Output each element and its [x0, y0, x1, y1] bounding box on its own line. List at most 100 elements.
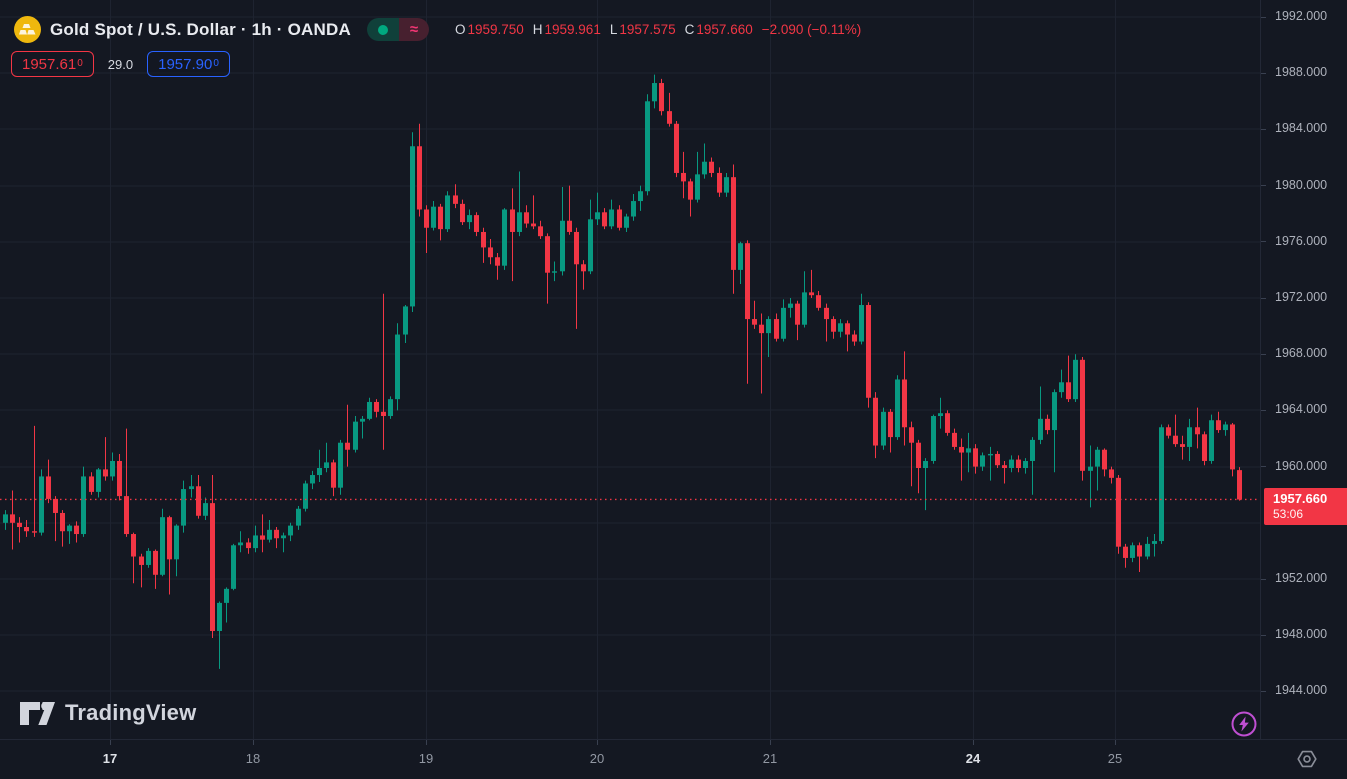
- candlestick-chart[interactable]: [0, 0, 1260, 739]
- candle-body: [702, 161, 707, 175]
- candle-body: [945, 413, 950, 433]
- candle-body: [210, 503, 215, 631]
- candle-body: [274, 529, 279, 539]
- candle-body: [1102, 449, 1107, 470]
- candle-body: [24, 527, 29, 532]
- candle-body: [174, 525, 179, 560]
- time-axis-label: 24: [965, 751, 981, 766]
- candle-body: [89, 476, 94, 492]
- candle-body: [1202, 434, 1207, 461]
- tradingview-logo-text: TradingView: [65, 700, 197, 725]
- candle-body: [695, 174, 700, 200]
- high-value: 1959.961: [544, 22, 601, 37]
- candle-body: [1130, 545, 1135, 558]
- candle-body: [317, 468, 322, 476]
- candle-body: [1088, 466, 1093, 471]
- candle-body: [367, 401, 372, 419]
- candle-body: [781, 307, 786, 339]
- candle-body: [545, 236, 550, 273]
- candle-body: [474, 215, 479, 232]
- price-axis-tick: [1261, 298, 1266, 299]
- candle-body: [260, 535, 265, 540]
- gold-symbol-icon[interactable]: [14, 16, 41, 43]
- candle-body: [1080, 359, 1085, 471]
- candle-body: [96, 469, 101, 492]
- close-value: 1957.660: [696, 22, 753, 37]
- candle-body: [481, 231, 486, 248]
- candle-body: [153, 550, 158, 575]
- market-open-indicator[interactable]: [366, 18, 399, 41]
- candle-body: [766, 319, 771, 334]
- candle-body: [1180, 444, 1185, 447]
- candle-body: [1166, 427, 1171, 436]
- delayed-data-indicator[interactable]: ≈: [398, 18, 429, 41]
- price-axis-tick: [1261, 241, 1266, 242]
- candle-body: [838, 323, 843, 332]
- candle-body: [938, 413, 943, 417]
- candle-body: [560, 220, 565, 272]
- candle-body: [609, 209, 614, 227]
- price-axis-tick: [1261, 73, 1266, 74]
- price-axis-tick: [1261, 185, 1266, 186]
- time-axis-tick: [253, 740, 254, 745]
- candle-body: [67, 525, 72, 532]
- candle-body: [852, 334, 857, 342]
- symbol-title[interactable]: Gold Spot / U.S. Dollar · 1h · OANDA: [50, 19, 351, 39]
- candle-body: [1209, 420, 1214, 461]
- candle-body: [74, 525, 79, 535]
- candle-body: [674, 123, 679, 173]
- candle-body: [809, 292, 814, 296]
- candle-body: [888, 411, 893, 438]
- candle-body: [46, 476, 51, 499]
- chart-pane[interactable]: Gold Spot / U.S. Dollar · 1h · OANDA ≈ O…: [0, 0, 1260, 739]
- time-axis-tick: [973, 740, 974, 745]
- candle-body: [445, 195, 450, 230]
- candle-body: [831, 319, 836, 332]
- quote-row: 1957.61 0 29.0 1957.90 0: [11, 51, 230, 77]
- buy-button[interactable]: 1957.90 0: [147, 51, 230, 77]
- scales-settings-button[interactable]: [1296, 748, 1318, 770]
- candle-body: [1095, 449, 1100, 467]
- candle-body: [495, 257, 500, 266]
- candle-body: [752, 319, 757, 325]
- bid-price-fraction: 0: [77, 57, 83, 69]
- candle-body: [1009, 459, 1014, 469]
- candle-body: [224, 588, 229, 603]
- candle-body: [288, 525, 293, 536]
- candle-body: [488, 247, 493, 258]
- candle-body: [717, 172, 722, 193]
- candle-body: [39, 476, 44, 533]
- candle-body: [510, 209, 515, 232]
- instant-order-button[interactable]: [1230, 710, 1258, 738]
- candle-body: [595, 212, 600, 220]
- candle-body: [881, 411, 886, 446]
- candle-body: [895, 379, 900, 438]
- time-axis-tick: [597, 740, 598, 745]
- tradingview-logo[interactable]: TradingView: [19, 699, 196, 727]
- candle-body: [203, 503, 208, 516]
- candle-body: [167, 517, 172, 560]
- candle-body: [709, 161, 714, 173]
- candle-body: [1059, 382, 1064, 393]
- candle-body: [909, 427, 914, 443]
- candle-body: [602, 212, 607, 227]
- candle-body: [117, 460, 122, 497]
- close-label: C: [684, 22, 695, 37]
- candle-body: [438, 206, 443, 230]
- time-axis[interactable]: 17 18 19 20 21 24 25: [0, 739, 1347, 779]
- low-value: 1957.575: [619, 22, 676, 37]
- candle-body: [1237, 470, 1242, 500]
- price-axis-label: 1968.000: [1275, 346, 1328, 361]
- candle-body: [1216, 420, 1221, 431]
- candle-body: [966, 448, 971, 453]
- candle-body: [624, 216, 629, 228]
- candle-body: [1109, 469, 1114, 478]
- candle-body: [552, 271, 557, 273]
- candle-body: [231, 545, 236, 589]
- sell-button[interactable]: 1957.61 0: [11, 51, 94, 77]
- candle-body: [738, 243, 743, 270]
- candle-body: [110, 460, 115, 477]
- market-status-pill[interactable]: ≈: [366, 18, 429, 41]
- price-axis[interactable]: 1957.660 53:06 1992.000 1988.000 1984.000 1…: [1260, 0, 1347, 739]
